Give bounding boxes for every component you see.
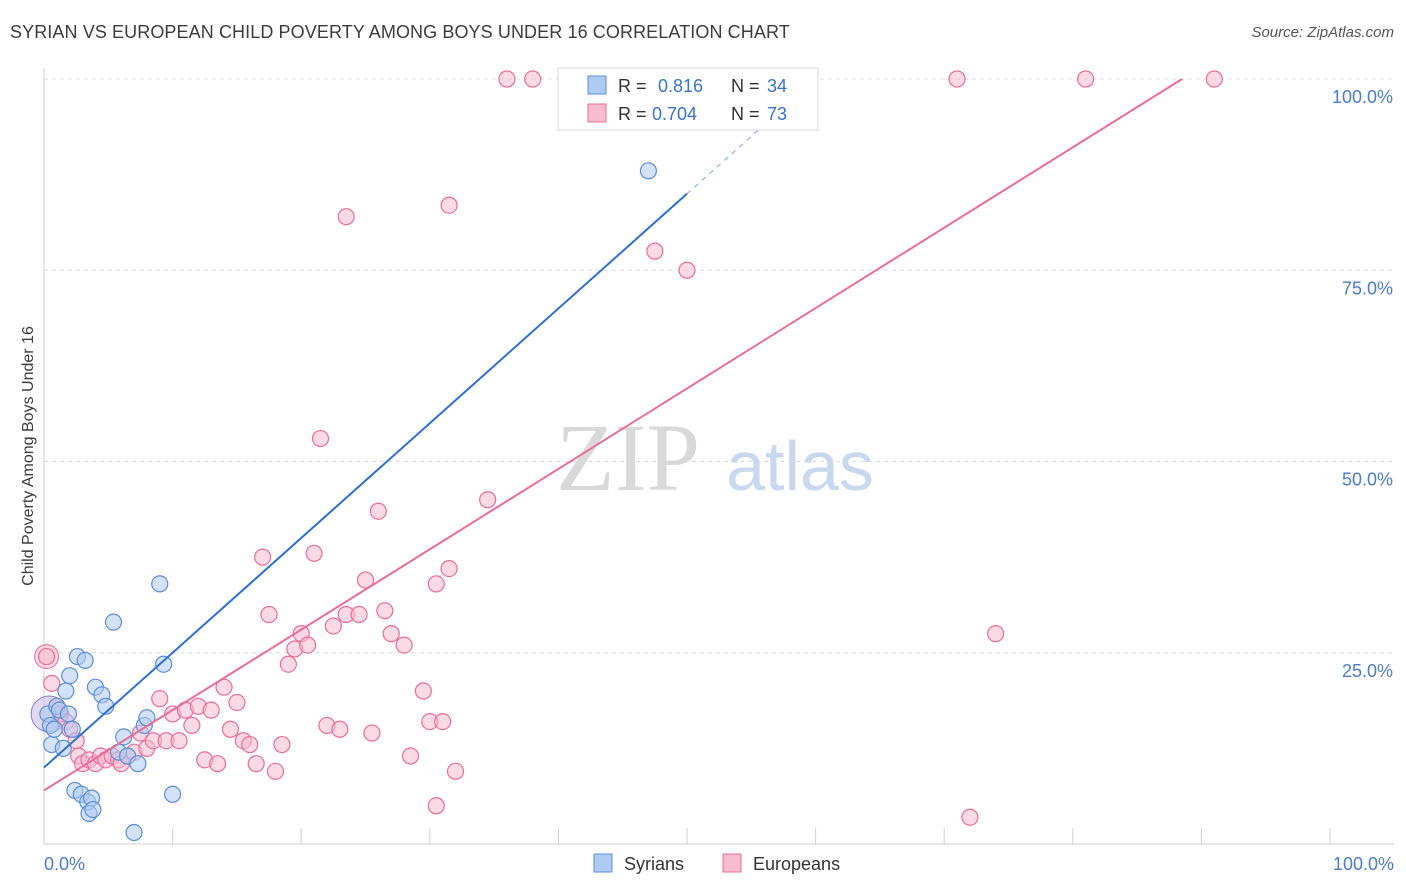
data-point (498, 70, 516, 88)
data-point (678, 261, 696, 279)
data-point (241, 735, 259, 754)
bottom-legend: Syrians Europeans (593, 853, 840, 874)
watermark-zip: ZIP (556, 404, 700, 511)
legend: R = 0.816 N = 34 R = 0.704 N = 73 (557, 67, 819, 131)
data-point (266, 762, 285, 780)
bottom-legend-label-europeans: Europeans (753, 854, 840, 874)
data-point (228, 693, 246, 712)
data-point (376, 602, 394, 620)
data-point (961, 808, 979, 826)
y-tick-label: 75.0% (1342, 278, 1393, 298)
legend-n-value-europeans: 73 (767, 104, 787, 124)
data-point (37, 647, 56, 666)
data-point (427, 797, 445, 815)
data-point (524, 70, 542, 88)
legend-r-value-syrians: 0.816 (658, 76, 703, 96)
data-point (434, 712, 452, 731)
data-point (129, 755, 147, 773)
data-point (331, 720, 349, 738)
data-point (247, 755, 265, 773)
data-point (440, 196, 458, 214)
data-point (1205, 70, 1223, 88)
bottom-legend-swatch-europeans (722, 853, 742, 873)
data-point (59, 705, 78, 723)
legend-r-value-europeans: 0.704 (652, 104, 697, 124)
data-point (202, 701, 220, 719)
data-point (151, 690, 169, 708)
data-point (639, 162, 658, 180)
data-point (215, 678, 233, 696)
legend-r-label-syrians: R = (618, 76, 647, 96)
data-point (299, 636, 317, 654)
trend-lines (43, 78, 1183, 792)
data-point (43, 674, 61, 692)
legend-swatch-europeans (587, 103, 607, 123)
data-point (356, 571, 375, 589)
x-tick-label-max: 100.0% (1333, 854, 1394, 874)
data-point (324, 617, 342, 635)
data-point (395, 636, 413, 654)
data-point (164, 785, 182, 803)
data-point (63, 720, 81, 738)
data-point (151, 575, 169, 593)
data-point (440, 559, 458, 578)
data-point (350, 605, 368, 624)
data-point (61, 667, 79, 685)
syrians-points (39, 162, 658, 842)
data-point (221, 720, 240, 738)
y-tick-label: 100.0% (1332, 87, 1393, 107)
data-point (115, 728, 133, 746)
data-point (311, 429, 330, 448)
data-point (54, 739, 72, 757)
data-point (84, 800, 102, 819)
data-point (254, 548, 272, 566)
data-point (414, 682, 432, 700)
watermark-atlas: atlas (726, 427, 874, 505)
data-point (948, 70, 966, 88)
trend-line-syrians (43, 193, 688, 769)
source-credit: Source: ZipAtlas.com (1251, 24, 1394, 41)
legend-swatch-syrians (587, 75, 607, 95)
y-axis-label: Child Poverty Among Boys Under 16 (20, 326, 37, 586)
data-point (427, 575, 445, 593)
data-point (382, 625, 400, 643)
chart-title: SYRIAN VS EUROPEAN CHILD POVERTY AMONG B… (10, 22, 790, 42)
data-point (273, 735, 291, 754)
data-point (1077, 70, 1095, 88)
data-point (154, 655, 173, 673)
y-tick-label: 25.0% (1342, 661, 1393, 681)
data-point (646, 242, 664, 260)
legend-r-label-europeans: R = (618, 104, 647, 124)
data-point (76, 651, 94, 670)
bottom-legend-swatch-syrians (593, 853, 613, 873)
data-point (446, 762, 465, 780)
data-point (45, 720, 63, 738)
legend-n-label-syrians: N = (731, 76, 760, 96)
axes: 25.0% 50.0% 75.0% 100.0% (43, 68, 1394, 845)
y-tick-label: 50.0% (1342, 470, 1393, 490)
data-point (305, 544, 323, 562)
data-point (104, 613, 123, 631)
data-point (363, 724, 381, 742)
data-point (479, 491, 497, 509)
x-tick-label-min: 0.0% (44, 854, 85, 874)
data-point (170, 732, 188, 750)
bottom-legend-label-syrians: Syrians (624, 854, 684, 874)
data-point (987, 625, 1005, 643)
data-point (369, 502, 387, 520)
data-point (125, 823, 143, 842)
watermark: ZIP atlas (556, 404, 874, 511)
data-point (260, 605, 278, 624)
data-point (337, 208, 355, 226)
data-point (401, 747, 420, 765)
data-point (209, 755, 227, 773)
trend-line-europeans (43, 78, 1183, 792)
data-point (183, 716, 201, 735)
legend-n-value-syrians: 34 (767, 76, 787, 96)
legend-n-label-europeans: N = (731, 104, 760, 124)
data-point (279, 655, 297, 673)
data-point (57, 682, 75, 700)
